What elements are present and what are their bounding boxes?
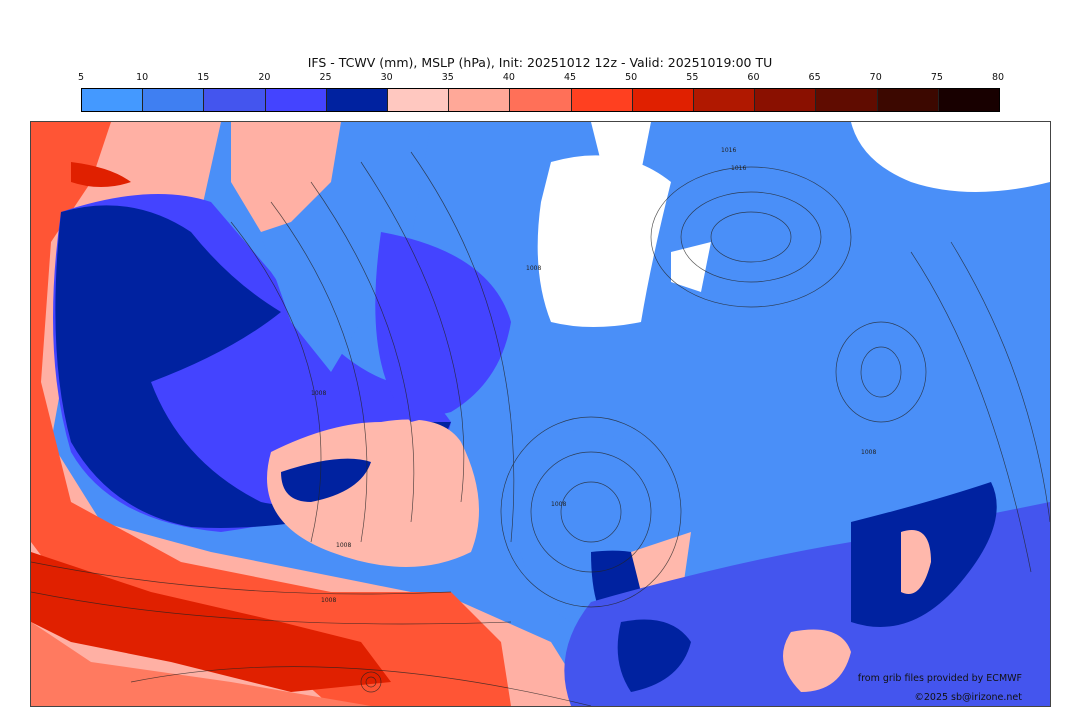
colorbar-segment — [388, 89, 450, 111]
isobar-label: 1016 — [731, 165, 746, 172]
colorbar-segment — [265, 89, 327, 111]
colorbar-segment — [82, 89, 144, 111]
tcwv-field: 1008 1008 1008 1016 1016 1008 1008 1008 — [31, 122, 1050, 706]
isobar-label: 1008 — [551, 501, 566, 508]
isobar-label: 1016 — [721, 147, 736, 154]
colorbar-tick: 35 — [441, 72, 454, 83]
colorbar-segment — [449, 89, 511, 111]
chart-title: IFS - TCWV (mm), MSLP (hPa), Init: 20251… — [307, 55, 773, 70]
colorbar-tick: 5 — [77, 72, 85, 83]
copyright-credit: ©2025 sb@irizone.net — [914, 692, 1022, 703]
colorbar-segment — [571, 89, 633, 111]
colorbar-tick: 55 — [686, 72, 699, 83]
colorbar-tick: 15 — [197, 72, 210, 83]
colorbar-tick: 10 — [136, 72, 149, 83]
colorbar-segment — [632, 89, 695, 111]
colorbar-segment — [755, 89, 817, 111]
colorbar-tick: 25 — [319, 72, 332, 83]
isobar-label: 1008 — [526, 265, 541, 272]
colorbar-tick: 65 — [808, 72, 821, 83]
colorbar-segment — [204, 89, 266, 111]
colorbar-segment — [510, 89, 572, 111]
weather-map: 1008 1008 1008 1016 1016 1008 1008 1008 from gr… — [30, 121, 1051, 707]
colorbar-tick: 20 — [258, 72, 271, 83]
isobar-label: 1008 — [311, 390, 326, 397]
colorbar-segment — [143, 89, 205, 111]
colorbar-segment — [877, 89, 939, 111]
colorbar-tick: 60 — [747, 72, 760, 83]
colorbar-tick: 45 — [564, 72, 577, 83]
colorbar-segment — [816, 89, 878, 111]
source-credit: from grib files provided by ECMWF — [857, 673, 1022, 684]
isobar-label: 1008 — [336, 542, 351, 549]
colorbar-tick: 75 — [930, 72, 943, 83]
colorbar-tick: 30 — [380, 72, 393, 83]
colorbar-tick: 80 — [991, 72, 1005, 83]
colorbar-segment — [938, 89, 1000, 111]
colorbar-segment — [694, 89, 756, 111]
isobar-label: 1008 — [321, 597, 336, 604]
colorbar-tick: 40 — [502, 72, 515, 83]
isobar-label: 1008 — [861, 449, 876, 456]
colorbar-tick: 70 — [869, 72, 882, 83]
colorbar — [81, 88, 1000, 112]
colorbar-segment — [326, 89, 389, 111]
colorbar-tick: 50 — [625, 72, 638, 83]
